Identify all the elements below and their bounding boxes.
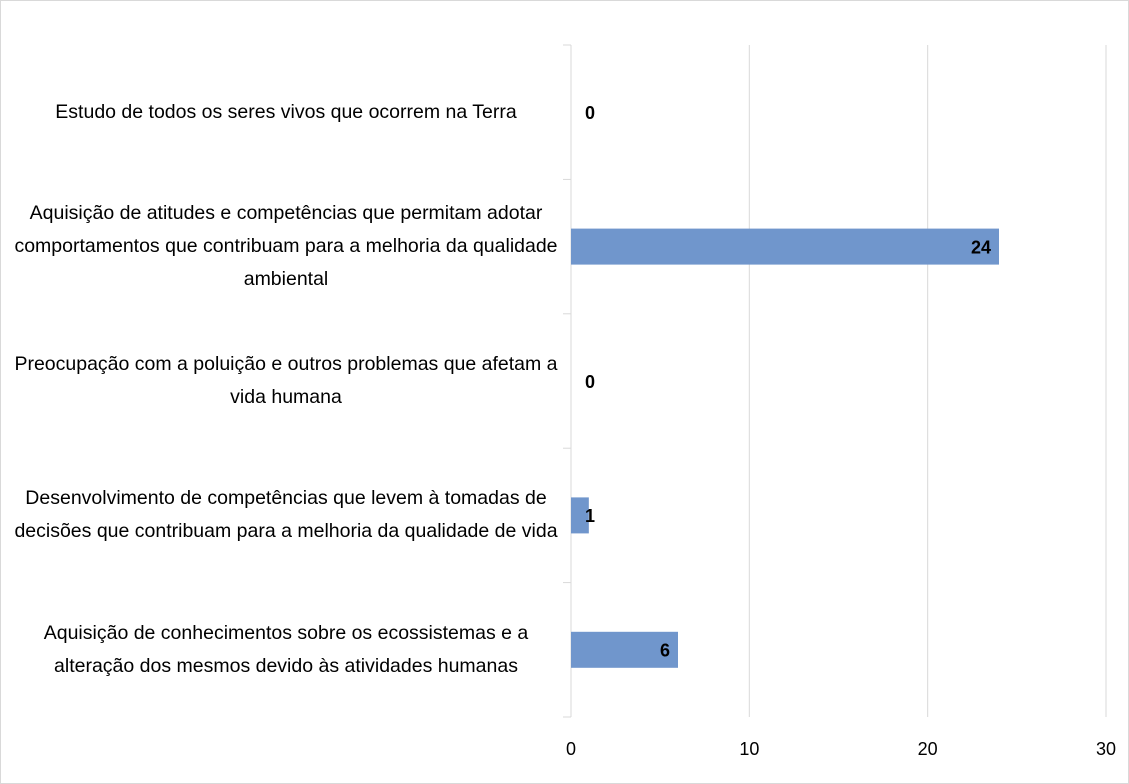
- y-tick-label: Desenvolvimento de competências que leve…: [14, 487, 558, 543]
- x-tick-label: 0: [566, 739, 576, 759]
- bar: [571, 228, 999, 265]
- y-tick-label: Aquisição de conhecimentos sobre os ecos…: [43, 621, 529, 677]
- bar: [571, 631, 678, 668]
- x-tick-label: 30: [1096, 739, 1116, 759]
- y-tick-label: Aquisição de atitudes e competências que…: [14, 202, 558, 291]
- value-label: 0: [585, 103, 595, 123]
- x-tick-label: 10: [739, 739, 759, 759]
- value-label: 6: [660, 641, 670, 661]
- y-tick-label: Estudo de todos os seres vivos que ocorr…: [55, 100, 517, 123]
- value-label: 24: [971, 237, 991, 257]
- value-label: 0: [585, 372, 595, 392]
- x-tick-label: 20: [918, 739, 938, 759]
- value-label: 1: [585, 506, 595, 526]
- bar: [571, 497, 589, 534]
- y-tick-label: Preocupação com a poluição e outros prob…: [14, 352, 558, 408]
